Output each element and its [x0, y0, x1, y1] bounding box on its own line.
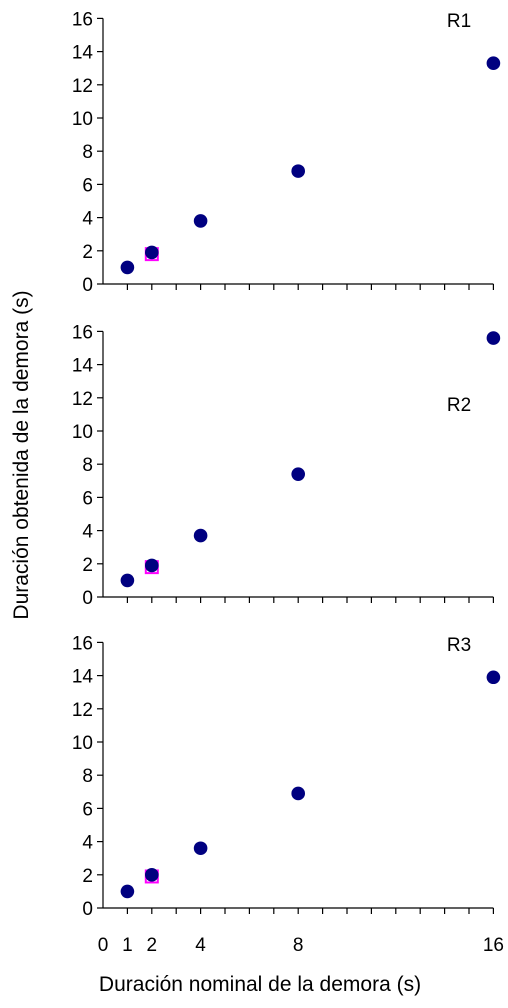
y-tick-label: 12	[72, 76, 93, 97]
y-tick-label: 10	[72, 733, 93, 754]
y-tick-label: 10	[72, 109, 93, 130]
panel-label-R1: R1	[447, 11, 471, 32]
x-tick-label: 1	[122, 935, 133, 956]
y-tick-label: 6	[82, 488, 93, 509]
y-tick-label: 16	[72, 633, 93, 654]
y-tick-label: 0	[82, 899, 93, 920]
y-tick-label: 14	[72, 43, 94, 64]
y-tick-label: 4	[82, 522, 93, 543]
x-tick-labels: 0 1 2 4 8 16	[98, 935, 504, 956]
y-tick-label: 6	[82, 175, 93, 196]
panel-R1: 0 2 4 6 8 10 12 14 16 R1	[72, 9, 501, 296]
x-tick-label: 4	[195, 935, 206, 956]
x-tick-label: 2	[147, 935, 158, 956]
data-point	[291, 164, 306, 178]
y-tick-label: 8	[82, 142, 93, 163]
y-tick-label: 6	[82, 799, 93, 820]
x-tick-label: 16	[483, 935, 504, 956]
panel-label-R2: R2	[447, 395, 471, 416]
data-point	[291, 467, 306, 481]
x-axis-title: Duración nominal de la demora (s)	[99, 973, 421, 996]
y-tick-label: 14	[72, 356, 94, 377]
x-tick-label: 8	[293, 935, 304, 956]
data-point	[120, 884, 135, 899]
y-tick-label: 0	[82, 588, 93, 609]
panels: 0 2 4 6 8 10 12 14 16 R1 0 2 4 6 8 10 12 14 16 R2 0 2 4 6 8 10 12 1…	[72, 9, 501, 920]
data-point	[291, 786, 306, 801]
panel-R3: 0 2 4 6 8 10 12 14 16 R3	[72, 633, 501, 920]
data-point	[145, 245, 159, 260]
data-point	[145, 868, 159, 882]
y-tick-label: 2	[82, 242, 93, 263]
data-point	[120, 260, 135, 275]
y-tick-label: 14	[72, 667, 94, 688]
y-tick-label: 4	[82, 833, 93, 854]
data-point	[120, 573, 135, 588]
y-tick-label: 0	[82, 275, 93, 296]
data-point	[193, 528, 208, 543]
y-tick-label: 2	[82, 866, 93, 887]
y-tick-label: 16	[72, 322, 93, 343]
x-tick-label: 0	[98, 935, 109, 956]
data-point	[145, 558, 159, 573]
data-point	[486, 56, 501, 71]
y-tick-label: 4	[82, 209, 93, 230]
data-point	[193, 214, 208, 228]
y-tick-label: 12	[72, 389, 93, 410]
y-tick-label: 2	[82, 555, 93, 576]
y-tick-label: 12	[72, 700, 93, 721]
y-axis-title: Duración obtenida de la demora (s)	[10, 290, 33, 619]
y-tick-label: 10	[72, 422, 93, 443]
data-point	[193, 841, 208, 856]
data-point	[486, 331, 501, 345]
y-tick-label: 16	[72, 9, 93, 30]
y-tick-label: 8	[82, 455, 93, 476]
panel-label-R3: R3	[447, 635, 471, 656]
data-point	[486, 670, 501, 685]
y-tick-label: 8	[82, 766, 93, 787]
panel-R2: 0 2 4 6 8 10 12 14 16 R2	[72, 322, 501, 609]
